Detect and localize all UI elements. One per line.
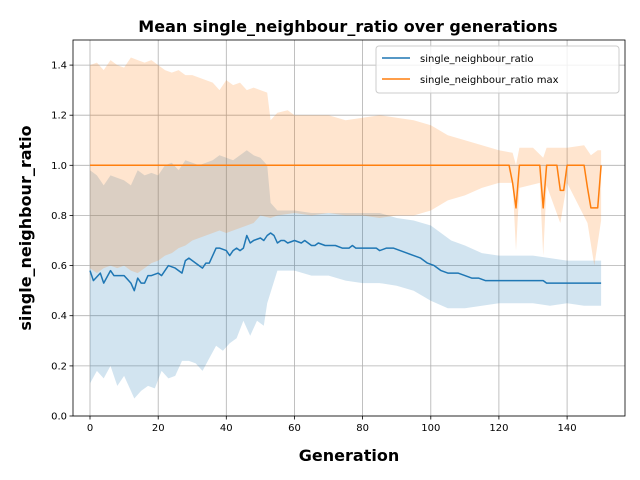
x-tick-label: 40 <box>220 423 233 434</box>
series-line-mean <box>89 232 602 292</box>
x-tick-label: 120 <box>489 423 508 434</box>
legend-label-max: single_neighbour_ratio max <box>420 75 559 86</box>
legend-label-mean: single_neighbour_ratio <box>420 54 534 65</box>
legend: single_neighbour_ratio single_neighbour_… <box>375 45 620 94</box>
y-axis-ticks: 0.0 0.2 0.4 0.6 0.8 1.0 1.2 1.4 <box>51 61 73 423</box>
y-tick-label: 0.8 <box>51 211 67 222</box>
y-tick-label: 1.2 <box>51 111 67 122</box>
y-tick-label: 0.4 <box>51 311 67 322</box>
y-tick-label: 1.4 <box>51 61 67 72</box>
y-tick-label: 0.0 <box>51 412 67 423</box>
x-axis-label: Generation <box>299 446 399 465</box>
series-line-max <box>90 164 602 209</box>
y-axis-label: single_neighbour_ratio <box>16 125 35 330</box>
x-tick-label: 140 <box>558 423 577 434</box>
x-tick-label: 0 <box>87 423 93 434</box>
x-tick-label: 20 <box>152 423 165 434</box>
y-tick-label: 0.6 <box>51 261 67 272</box>
band-mean <box>90 150 602 399</box>
x-axis-ticks: 0 20 40 60 80 100 120 140 <box>87 416 577 434</box>
x-tick-label: 80 <box>356 423 369 434</box>
legend-box <box>375 45 620 94</box>
y-tick-label: 0.2 <box>51 361 67 372</box>
x-tick-label: 60 <box>288 423 301 434</box>
series-lines <box>89 164 602 292</box>
chart-title: Mean single_neighbour_ratio over generat… <box>138 17 557 36</box>
x-tick-label: 100 <box>421 423 440 434</box>
plot-frame <box>72 39 626 417</box>
y-tick-label: 1.0 <box>51 161 67 172</box>
